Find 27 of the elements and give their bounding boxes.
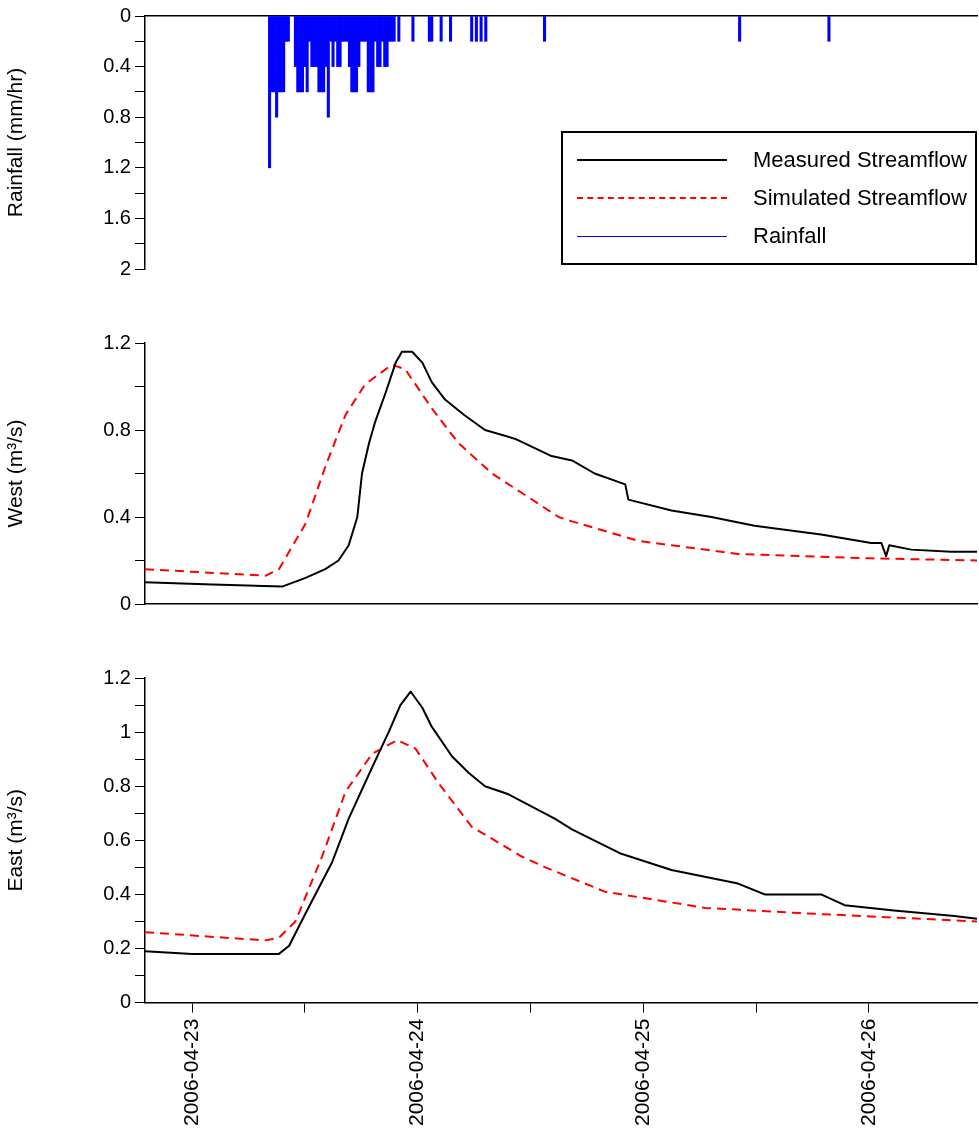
y-tick-label: 0 [119,3,131,26]
y-tick-label: 0.2 [103,936,131,958]
y-tick-label: 2 [119,256,131,279]
x-tick-label: 2006-04-23 [178,1018,202,1126]
y-tick-label: 0.8 [103,773,131,796]
x-tick-label: 2006-04-24 [404,1018,428,1126]
y-tick-label: 0 [119,990,131,1013]
y-tick-label: 1.6 [103,205,131,228]
y-tick-label: 0.4 [103,504,131,527]
y-axis-title: Rainfall (mm/hr) [3,67,27,218]
y-tick-label: 1 [119,719,131,742]
x-tick-label: 2006-04-25 [630,1018,654,1126]
y-axis-title: West (m³/s) [3,419,27,528]
x-tick-label: 2006-04-26 [855,1018,879,1126]
text: Measured Streamflow [753,147,967,172]
y-tick-label: 1.2 [103,330,131,353]
y-tick-label: 0.4 [103,881,131,904]
text: Rainfall [753,223,827,249]
y-tick-label: 0.4 [103,54,131,77]
y-tick-label: 0.6 [103,827,131,850]
y-tick-label: 1.2 [103,665,131,688]
y-tick-label: 0 [119,591,131,614]
y-tick-label: 0.8 [103,417,131,440]
y-tick-label: 1.2 [103,155,131,178]
y-tick-label: 0.8 [103,104,131,127]
text: Simulated Streamflow [753,185,967,210]
y-axis-title: East (m³/s) [3,788,27,892]
